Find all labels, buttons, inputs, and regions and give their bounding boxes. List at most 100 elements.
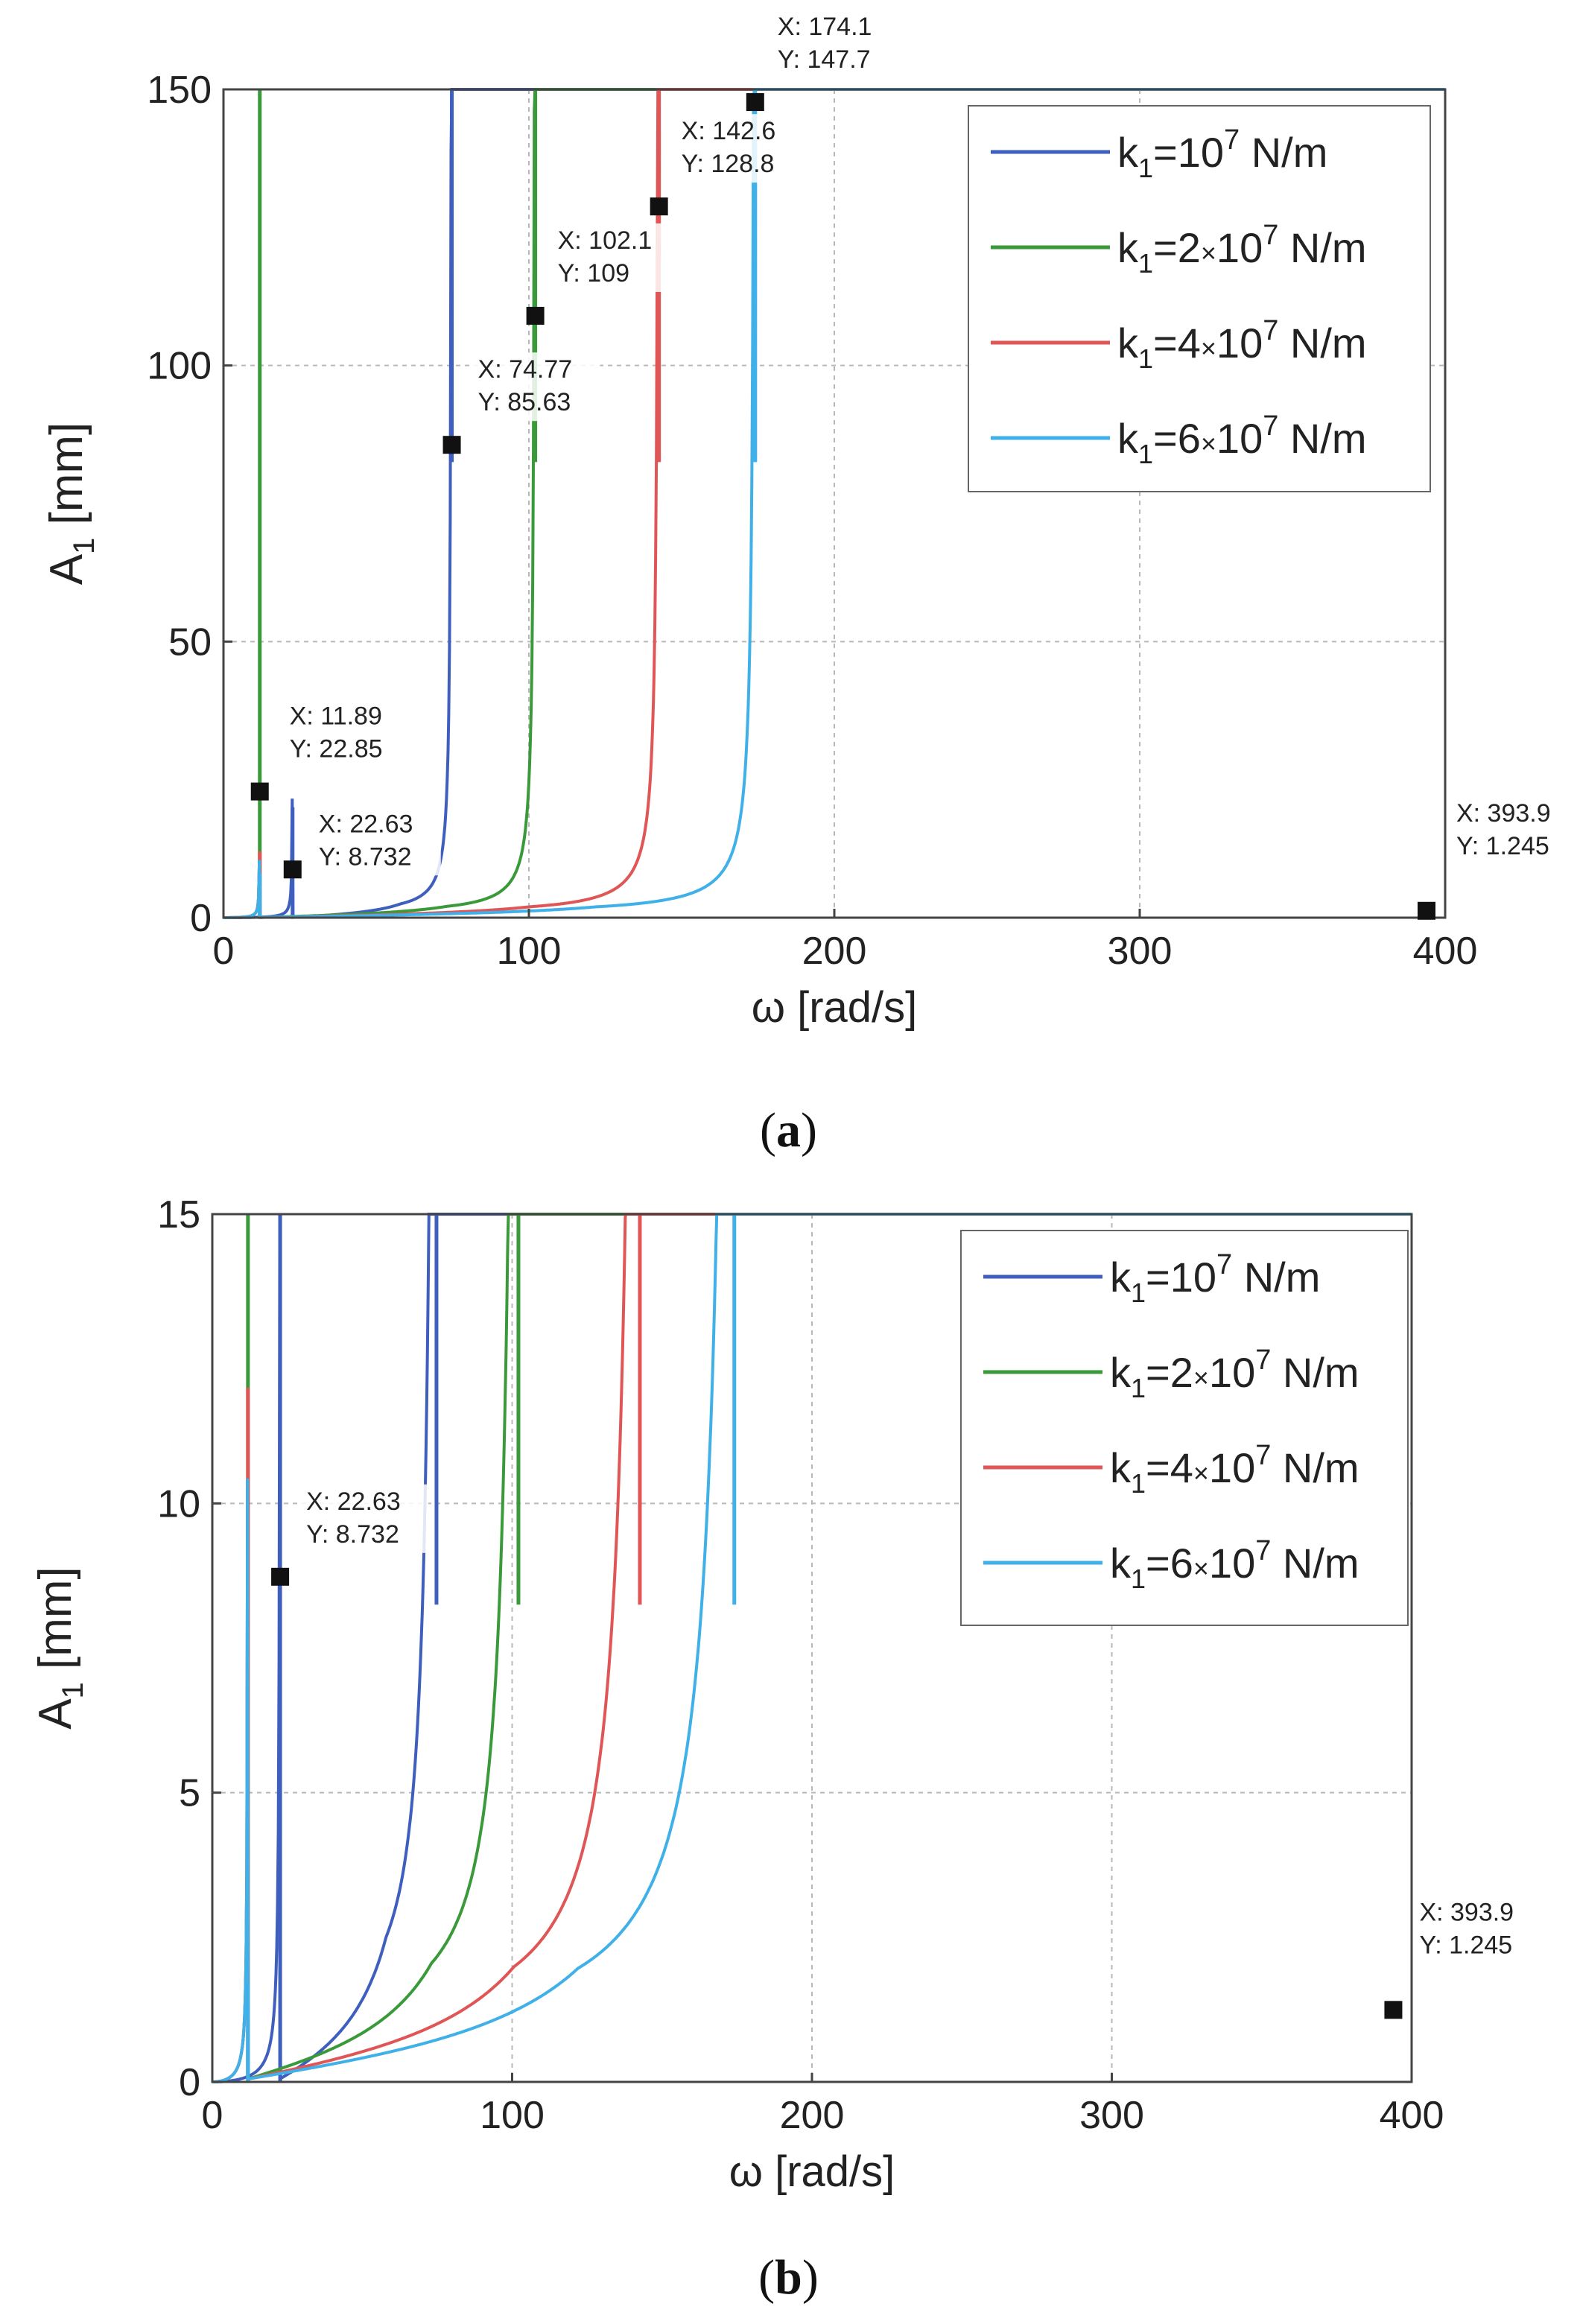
y-axis-label-main: A bbox=[41, 553, 92, 585]
chart-panel-b: 0 100 200 300 400 0 5 10 15 ω [rad/s] A1 [mm] X: 22… bbox=[0, 1162, 1577, 2250]
legend: k1=107 N/mk1=2×107 N/mk1=4×107 N/mk1=6×1… bbox=[968, 105, 1431, 492]
legend-label-part: × bbox=[1193, 1553, 1209, 1584]
datatip-marker bbox=[271, 1567, 290, 1586]
legend-label-part: N/m bbox=[1232, 1254, 1320, 1301]
datatip-label: X: 142.6 Y: 128.8 bbox=[676, 114, 804, 183]
legend-label-part: N/m bbox=[1278, 320, 1366, 366]
y-axis-label: A1 [mm] bbox=[41, 422, 101, 585]
legend-label-part: N/m bbox=[1240, 129, 1327, 176]
datatip-label: X: 74.77 Y: 85.63 bbox=[473, 352, 600, 422]
legend-label-part: k bbox=[1117, 320, 1139, 366]
y-tick-label: 5 bbox=[179, 1772, 200, 1815]
legend-label-part: × bbox=[1201, 238, 1216, 268]
datatip-x-text: X: 22.63 bbox=[306, 1488, 401, 1516]
datatip-label-bg bbox=[314, 807, 441, 876]
y-tick-label: 15 bbox=[157, 1193, 200, 1236]
legend-label-part: 10 bbox=[1216, 320, 1263, 366]
datatip-label: X: 22.63 Y: 8.732 bbox=[302, 1484, 429, 1553]
datatip-x-text: X: 102.1 bbox=[558, 226, 653, 255]
legend-label-part: =10 bbox=[1146, 1254, 1216, 1301]
legend-label-2: k1=2×107 N/m bbox=[1117, 220, 1367, 279]
legend-label-1: k1=107 N/m bbox=[1110, 1249, 1320, 1308]
legend-label-part: N/m bbox=[1278, 224, 1366, 271]
legend-label-part: 10 bbox=[1216, 224, 1263, 271]
y-axis-label-main: A bbox=[30, 1698, 81, 1730]
legend-label-part: 7 bbox=[1216, 1249, 1232, 1280]
legend-label-part: k bbox=[1110, 1349, 1132, 1396]
legend-label-part: =6 bbox=[1153, 415, 1201, 462]
legend-label-part: N/m bbox=[1271, 1444, 1359, 1491]
datatip-y-text: Y: 109 bbox=[558, 259, 629, 288]
caption-a-letter: a bbox=[776, 1103, 801, 1158]
datatip-x-text: X: 393.9 bbox=[1456, 799, 1551, 828]
datatip-y-text: Y: 1.245 bbox=[1419, 1931, 1512, 1959]
legend-label-part: 10 bbox=[1209, 1444, 1255, 1491]
legend-label-part: =10 bbox=[1153, 129, 1224, 176]
x-tick-label: 400 bbox=[1413, 930, 1478, 973]
legend-label-part: N/m bbox=[1271, 1540, 1359, 1587]
y-axis-label-sub: 1 bbox=[57, 1682, 89, 1698]
legend-label-part: 7 bbox=[1255, 1440, 1271, 1471]
x-tick-label: 200 bbox=[780, 2094, 845, 2137]
legend-box bbox=[968, 105, 1431, 492]
datatip-label-bg bbox=[473, 352, 600, 422]
datatip-y-text: Y: 8.732 bbox=[306, 1520, 399, 1549]
datatip-marker bbox=[1384, 2001, 1403, 2019]
legend-label-part: 1 bbox=[1131, 1373, 1146, 1403]
datatip-y-text: Y: 147.7 bbox=[778, 45, 871, 74]
datatip-label: X: 174.1 Y: 147.7 bbox=[772, 10, 900, 79]
datatip-x-text: X: 393.9 bbox=[1419, 1898, 1514, 1926]
legend-label-part: =2 bbox=[1153, 224, 1201, 271]
legend-label-part: 7 bbox=[1263, 315, 1278, 346]
y-tick-label: 150 bbox=[147, 69, 212, 112]
datatip-label: X: 393.9 Y: 1.245 bbox=[1451, 796, 1577, 865]
legend-label-part: =6 bbox=[1146, 1540, 1193, 1587]
datatip-label-bg bbox=[302, 1484, 429, 1553]
datatip-y-text: Y: 8.732 bbox=[319, 842, 412, 871]
datatip-x-text: X: 142.6 bbox=[682, 117, 776, 145]
datatip-marker bbox=[650, 197, 668, 216]
legend-label-part: × bbox=[1193, 1458, 1209, 1488]
legend-label-3: k1=4×107 N/m bbox=[1117, 315, 1367, 374]
datatip-label: X: 393.9 Y: 1.245 bbox=[1415, 1895, 1542, 1964]
legend-label-part: k bbox=[1110, 1540, 1132, 1587]
legend-label-part: × bbox=[1201, 428, 1216, 459]
x-tick-label: 300 bbox=[1079, 2094, 1144, 2137]
legend-label-4: k1=6×107 N/m bbox=[1117, 410, 1367, 469]
datatip-y-text: Y: 22.85 bbox=[290, 735, 383, 763]
datatip-label-bg bbox=[676, 114, 804, 183]
legend-label-part: 1 bbox=[1138, 343, 1153, 374]
legend-label-part: 7 bbox=[1255, 1535, 1271, 1566]
datatip-label-bg bbox=[1451, 796, 1577, 865]
datatip-x-text: X: 74.77 bbox=[478, 355, 573, 384]
x-tick-label: 0 bbox=[213, 930, 235, 973]
legend-label-part: 7 bbox=[1263, 410, 1278, 442]
datatip-x-text: X: 11.89 bbox=[290, 702, 382, 731]
datatip-label-bg bbox=[1415, 1895, 1542, 1964]
x-axis-label: ω [rad/s] bbox=[752, 983, 918, 1032]
legend-label-part: 10 bbox=[1209, 1349, 1255, 1396]
legend-label-part: 10 bbox=[1209, 1540, 1255, 1587]
datatip-label: X: 22.63 Y: 8.732 bbox=[314, 807, 441, 876]
legend-label-part: 1 bbox=[1131, 1277, 1146, 1308]
datatip-marker bbox=[250, 782, 269, 801]
y-axis-label-sub: 1 bbox=[68, 538, 101, 554]
legend-label-part: × bbox=[1193, 1362, 1209, 1393]
datatip-marker bbox=[283, 860, 302, 879]
legend-label-part: × bbox=[1201, 333, 1216, 363]
legend-label-3: k1=4×107 N/m bbox=[1110, 1440, 1359, 1499]
legend-label-part: 1 bbox=[1131, 1563, 1146, 1594]
legend-label-part: 1 bbox=[1138, 439, 1153, 469]
legend-label-part: =4 bbox=[1153, 320, 1201, 366]
legend-label-part: 7 bbox=[1263, 220, 1278, 251]
y-tick-label: 100 bbox=[147, 345, 212, 388]
legend: k1=107 N/mk1=2×107 N/mk1=4×107 N/mk1=6×1… bbox=[960, 1230, 1409, 1626]
x-tick-label: 300 bbox=[1108, 930, 1173, 973]
x-tick-label: 100 bbox=[497, 930, 562, 973]
x-tick-label: 200 bbox=[802, 930, 867, 973]
datatip-marker bbox=[1417, 901, 1435, 920]
legend-label-part: k bbox=[1117, 129, 1139, 176]
x-tick-label: 100 bbox=[480, 2094, 545, 2137]
legend-label-part: k bbox=[1110, 1254, 1132, 1301]
